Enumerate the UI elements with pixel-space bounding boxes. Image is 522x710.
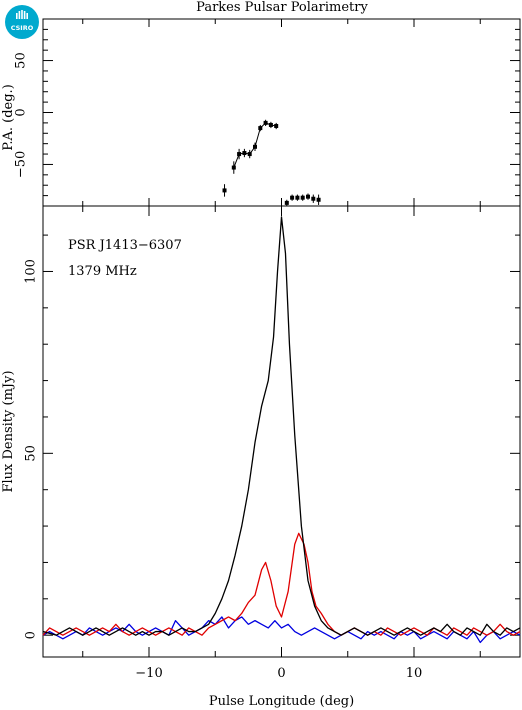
pa-trend-line (233, 122, 277, 168)
pa-y-tick-label: 50 (14, 52, 29, 69)
linear-polarization-line (42, 532, 521, 636)
pa-point-marker (290, 195, 295, 200)
frequency-annotation: 1379 MHz (68, 264, 137, 279)
pa-point-marker (284, 200, 289, 205)
pa-point (300, 194, 305, 201)
pa-panel: −50 0 50 P.A. (deg.) (1, 18, 521, 207)
pa-point (284, 199, 289, 206)
csiro-logo: CSIRO (5, 5, 39, 39)
profile-x-axis-label: Pulse Longitude (deg) (209, 694, 354, 709)
profile-y-tick-label: 0 (24, 631, 39, 639)
pa-point-marker (300, 195, 305, 200)
pa-point (311, 194, 316, 203)
pa-point-marker (306, 194, 310, 199)
pa-point-marker (295, 195, 300, 200)
pa-y-axis-label: P.A. (deg.) (1, 84, 16, 151)
pa-point (222, 184, 227, 197)
profile-x-tick-label: 10 (406, 666, 423, 681)
pulsar-name-annotation: PSR J1413−6307 (68, 238, 182, 253)
pa-axis-ticks: −50 0 50 (14, 19, 520, 206)
pa-panel-frame (42, 18, 521, 207)
profile-x-tick-label: 0 (277, 666, 285, 681)
profile-y-axis-label: Flux Density (mJy) (1, 370, 16, 492)
pa-data-points (222, 119, 321, 206)
pa-point (295, 194, 300, 201)
pa-point (316, 194, 321, 205)
pa-point (306, 193, 310, 200)
profile-y-tick-label: 50 (24, 445, 39, 462)
profile-x-tick-label: −10 (135, 666, 162, 681)
profile-series (42, 216, 521, 644)
total-intensity-line (42, 216, 521, 636)
csiro-logo-circle (5, 5, 39, 39)
pa-y-tick-label: 0 (14, 108, 29, 116)
pa-point-marker (316, 197, 321, 202)
pa-y-tick-label: −50 (14, 151, 29, 178)
pa-point-marker (222, 188, 227, 193)
pa-point (290, 194, 295, 201)
circular-polarization-line (42, 616, 521, 644)
profile-y-tick-label: 100 (24, 259, 39, 284)
csiro-logo-text: CSIRO (11, 24, 34, 32)
chart-title: Parkes Pulsar Polarimetry (196, 0, 368, 15)
pa-point-marker (311, 196, 316, 201)
